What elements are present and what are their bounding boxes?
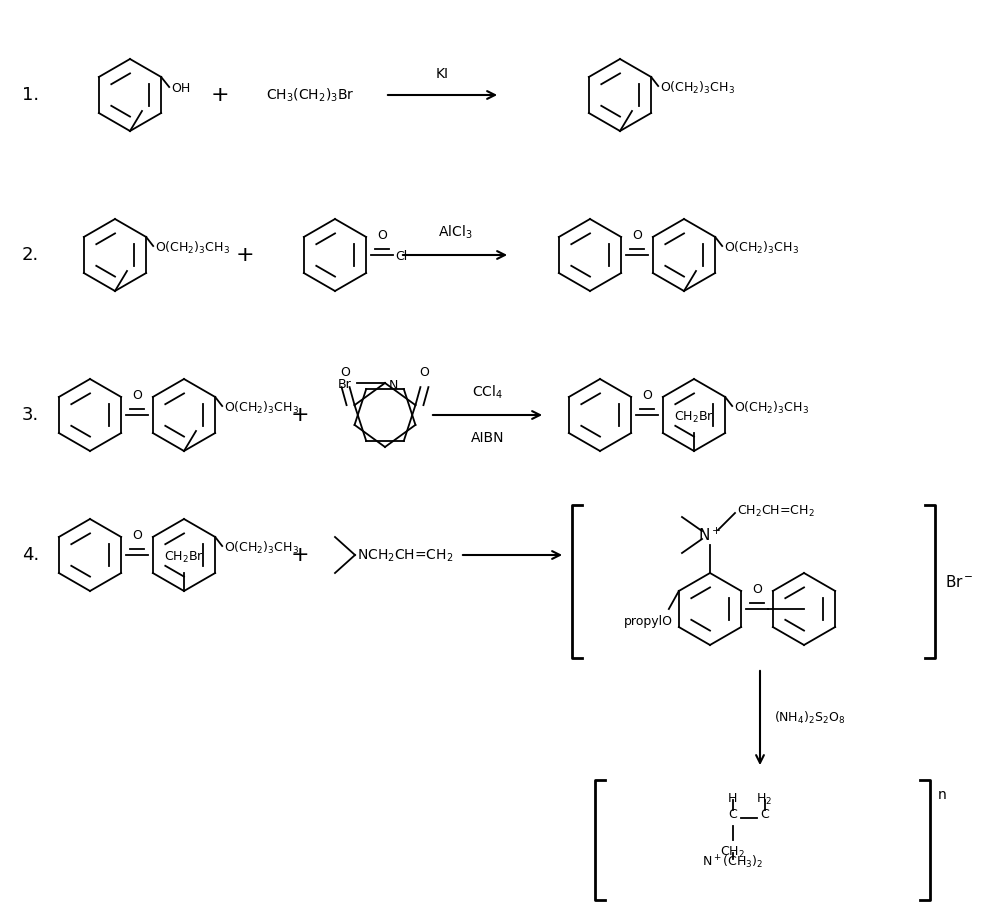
Text: CH$_2$Br: CH$_2$Br: [674, 410, 714, 425]
Text: N$^+$(CH$_3$)$_2$: N$^+$(CH$_3$)$_2$: [702, 853, 763, 870]
Text: CCl$_4$: CCl$_4$: [472, 384, 503, 401]
Text: C: C: [760, 808, 769, 821]
Text: 1.: 1.: [22, 86, 39, 104]
Text: O(CH$_2$)$_3$CH$_3$: O(CH$_2$)$_3$CH$_3$: [224, 400, 299, 416]
Text: propylO: propylO: [624, 614, 673, 627]
Text: Br: Br: [338, 378, 352, 391]
Text: O: O: [377, 228, 387, 241]
Text: AIBN: AIBN: [471, 431, 504, 445]
Text: O: O: [632, 228, 642, 241]
Text: O(CH$_2$)$_3$CH$_3$: O(CH$_2$)$_3$CH$_3$: [224, 540, 299, 556]
Text: n: n: [938, 788, 947, 802]
Text: +: +: [236, 245, 254, 265]
Text: 2.: 2.: [22, 246, 39, 264]
Text: O(CH$_2$)$_3$CH$_3$: O(CH$_2$)$_3$CH$_3$: [734, 400, 809, 416]
Text: 3.: 3.: [22, 406, 39, 424]
Text: O: O: [642, 389, 652, 402]
Text: NCH$_2$CH=CH$_2$: NCH$_2$CH=CH$_2$: [357, 548, 453, 565]
Text: N: N: [389, 379, 398, 391]
Text: O(CH$_2$)$_3$CH$_3$: O(CH$_2$)$_3$CH$_3$: [660, 80, 735, 96]
Text: O(CH$_2$)$_3$CH$_3$: O(CH$_2$)$_3$CH$_3$: [155, 240, 230, 256]
Text: (NH$_4$)$_2$S$_2$O$_8$: (NH$_4$)$_2$S$_2$O$_8$: [774, 710, 845, 726]
Text: +: +: [211, 85, 229, 105]
Text: H$_2$: H$_2$: [756, 792, 773, 807]
Text: O: O: [752, 582, 762, 596]
Text: OH: OH: [171, 83, 190, 96]
Text: CH$_2$: CH$_2$: [720, 845, 745, 860]
Text: O: O: [419, 367, 429, 379]
Text: Br$^-$: Br$^-$: [945, 574, 974, 589]
Text: CH$_2$Br: CH$_2$Br: [164, 550, 204, 565]
Text: 4.: 4.: [22, 546, 39, 564]
Text: O: O: [132, 389, 142, 402]
Text: O(CH$_2$)$_3$CH$_3$: O(CH$_2$)$_3$CH$_3$: [724, 240, 799, 256]
Text: Cl: Cl: [395, 250, 407, 262]
Text: CH$_3$(CH$_2$)$_3$Br: CH$_3$(CH$_2$)$_3$Br: [266, 87, 354, 104]
Text: C: C: [728, 808, 737, 821]
Text: KI: KI: [436, 67, 449, 81]
Text: O: O: [341, 367, 351, 379]
Text: H: H: [728, 792, 737, 805]
Text: +: +: [291, 545, 309, 565]
Text: +: +: [291, 405, 309, 425]
Text: N$^+$: N$^+$: [698, 526, 722, 543]
Text: CH$_2$CH=CH$_2$: CH$_2$CH=CH$_2$: [737, 504, 815, 519]
Text: O: O: [132, 529, 142, 542]
Text: AlCl$_3$: AlCl$_3$: [438, 224, 472, 241]
